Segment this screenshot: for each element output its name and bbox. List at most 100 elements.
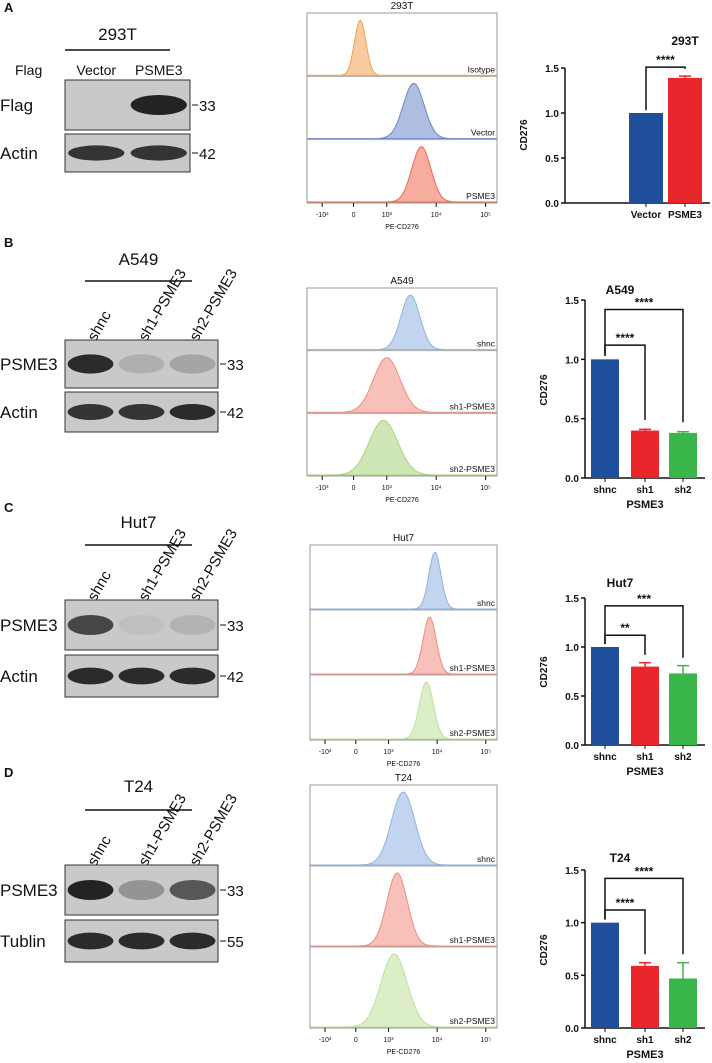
bar-y-tick-label: 1.0	[565, 919, 579, 930]
lane-label: sh1-PSME3	[135, 791, 190, 869]
bar	[668, 77, 702, 203]
blot-cell-line-title: Hut7	[121, 513, 157, 532]
lane-label: shnc	[84, 308, 115, 344]
bar	[631, 666, 659, 745]
flow-track-label: shnc	[477, 598, 496, 608]
bar	[669, 673, 697, 745]
flow-x-axis-label: PE-CD276	[385, 224, 419, 231]
lane-label: Vector	[76, 62, 116, 78]
flow-track-label: sh1-PSME3	[450, 663, 496, 673]
bar	[669, 432, 697, 478]
panel-letter: A	[4, 0, 14, 15]
bar-y-tick-label: 0.0	[545, 199, 559, 210]
blot-protein-label: Actin	[0, 667, 38, 686]
flow-x-tick-label: -10³	[316, 212, 329, 219]
flow-title: Hut7	[393, 533, 415, 544]
flow-frame	[306, 287, 498, 477]
blot-band	[118, 667, 165, 685]
bar-y-tick-label: 1.0	[565, 643, 579, 654]
flow-frame	[309, 784, 498, 1029]
bar-chart-title: A549	[606, 283, 635, 297]
bar-category-label: shnc	[593, 1035, 617, 1046]
blot-protein-label: Actin	[0, 403, 38, 422]
significance-label: ***	[637, 592, 651, 606]
blot-band	[67, 615, 114, 635]
significance-label: **	[620, 621, 630, 635]
flow-x-tick-label: 10⁵	[480, 212, 491, 219]
flow-track-label: shnc	[477, 854, 496, 864]
bar-category-label: shnc	[593, 485, 617, 496]
bar	[591, 359, 619, 478]
flow-histogram	[306, 357, 498, 413]
flow-histogram	[306, 19, 498, 76]
bar	[591, 647, 619, 745]
bar-y-axis-label: CD276	[539, 934, 550, 966]
blot-band	[118, 404, 165, 420]
bar	[631, 965, 659, 1028]
flow-x-tick-label: 10³	[383, 749, 394, 756]
bar-y-tick-label: 0.5	[545, 154, 559, 165]
bar	[629, 113, 663, 203]
bar-x-axis-label: PSME3	[626, 766, 663, 778]
bar-category-label: sh1	[636, 1035, 654, 1046]
significance-label: ****	[616, 896, 635, 910]
significance-label: ****	[656, 53, 675, 67]
flow-histogram	[307, 146, 497, 203]
flow-x-tick-label: -10³	[319, 749, 332, 756]
blot-cell-line-title: T24	[124, 777, 153, 796]
flow-histogram	[310, 953, 497, 1028]
molecular-weight-label: 33	[227, 883, 244, 900]
blot-protein-label: PSME3	[0, 355, 58, 374]
panel-letter: B	[4, 235, 13, 250]
significance-bracket	[604, 877, 684, 955]
bar-chart-title: 293T	[671, 34, 699, 48]
significance-label: ****	[635, 864, 654, 878]
flow-track-label: sh2-PSME3	[450, 1016, 496, 1026]
blot-band	[67, 880, 114, 900]
bar-chart-title: Hut7	[607, 576, 634, 590]
bar-y-axis-label: CD276	[539, 374, 550, 406]
flow-histogram	[310, 791, 497, 866]
flow-x-tick-label: 10⁴	[432, 1037, 443, 1044]
bar-y-tick-label: 0.5	[565, 415, 579, 426]
blot-band	[169, 667, 216, 685]
bar-y-tick-label: 1.0	[545, 109, 559, 120]
bar-category-label: sh1	[636, 752, 654, 763]
bar	[631, 430, 659, 478]
flow-histogram	[310, 872, 497, 947]
blot-header-label: Flag	[15, 62, 42, 78]
flow-x-tick-label: 10³	[382, 212, 393, 219]
lane-label: PSME3	[135, 62, 183, 78]
bar-y-tick-label: 0.5	[565, 692, 579, 703]
blot-band	[169, 615, 216, 635]
bar-y-axis-label: CD276	[519, 119, 530, 151]
blot-band	[169, 932, 216, 950]
flow-x-tick-label: 0	[352, 212, 356, 219]
lane-label: shnc	[84, 568, 115, 604]
molecular-weight-label: 33	[227, 618, 244, 635]
flow-track-label: sh2-PSME3	[450, 728, 496, 738]
bar-y-tick-label: 0.5	[565, 971, 579, 982]
significance-bracket	[604, 308, 684, 423]
bar-category-label: Vector	[631, 210, 662, 221]
bar-category-label: PSME3	[668, 210, 702, 221]
bar-x-axis-label: PSME3	[626, 499, 663, 511]
blot-band	[118, 615, 165, 635]
flow-track-label: sh1-PSME3	[450, 401, 496, 411]
blot-band	[118, 354, 165, 374]
significance-label: ****	[616, 331, 635, 345]
flow-track-label: sh1-PSME3	[450, 935, 496, 945]
flow-x-axis-label: PE-CD276	[387, 761, 421, 768]
significance-bracket	[604, 605, 684, 658]
flow-track-label: Isotype	[468, 64, 496, 74]
flow-x-axis-label: PE-CD276	[387, 1049, 421, 1056]
lane-label: sh1-PSME3	[135, 526, 190, 604]
significance-label: ****	[635, 295, 654, 309]
bar-category-label: sh2	[674, 1035, 692, 1046]
bar-y-tick-label: 0.0	[565, 1024, 579, 1035]
panel-letter: C	[4, 500, 14, 515]
blot-band	[169, 404, 216, 420]
blot-band	[118, 880, 165, 900]
significance-bracket	[645, 66, 686, 111]
